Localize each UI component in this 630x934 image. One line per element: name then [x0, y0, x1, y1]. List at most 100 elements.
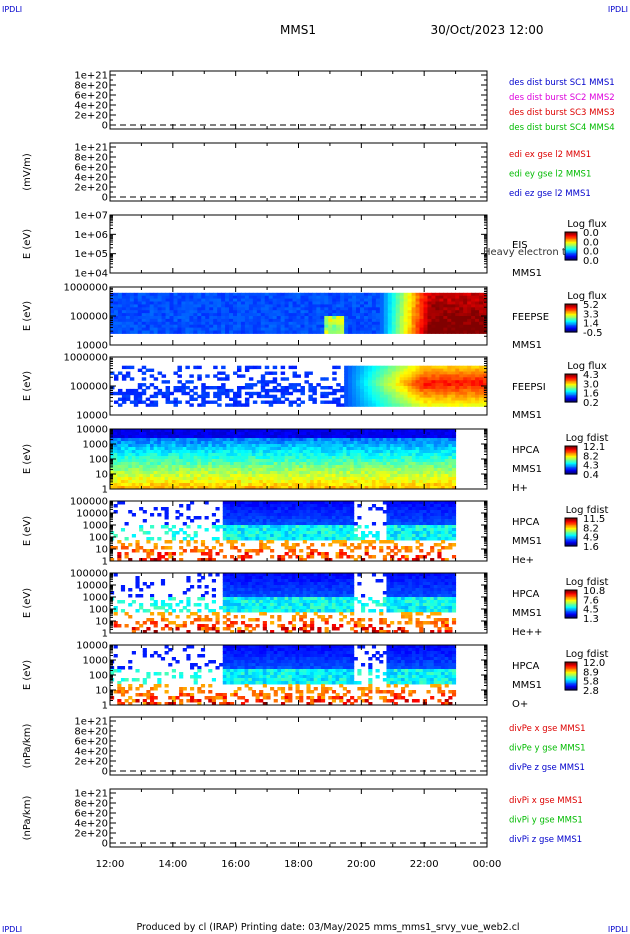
feeps-e-cell	[161, 301, 167, 305]
feeps-i-colorbar-cell	[565, 385, 577, 388]
feeps-e-cell	[375, 318, 381, 323]
hpca-he-cell	[164, 507, 169, 511]
feeps-i-cell	[149, 400, 155, 404]
hpca-he-cell	[226, 516, 231, 520]
hpca-h-cell	[328, 465, 333, 469]
hpca-h-cell	[357, 486, 362, 490]
feeps-e-cell	[340, 330, 345, 334]
feeps-i-cell	[264, 400, 270, 404]
hpca-h-cell	[240, 471, 246, 475]
feeps-e-cell	[149, 295, 155, 300]
hpca-h-cell	[437, 477, 442, 481]
hpca-h-cell	[368, 444, 373, 448]
edi-frame	[109, 142, 488, 202]
hpca-h-cell	[302, 441, 307, 445]
hpca-h-cell	[430, 441, 435, 445]
hpca-h-cell	[233, 450, 238, 454]
feeps-i-cell	[431, 403, 436, 407]
hpca-h-cell	[211, 459, 216, 463]
feeps-e-cell	[272, 301, 278, 305]
hpca-h-cell	[411, 471, 417, 475]
feeps-i-cell	[387, 377, 393, 381]
hpca-h-cell	[422, 456, 427, 460]
hpca-h-cell	[415, 462, 420, 466]
feeps-e-cell	[217, 307, 222, 311]
hpca-h-cell	[390, 456, 395, 460]
hpca-h-cell	[361, 459, 366, 463]
hpca-h-cell	[451, 450, 457, 454]
hpca-h-cell	[197, 468, 202, 472]
hpca-h-cell	[200, 477, 206, 481]
feeps-i-cell	[161, 394, 167, 399]
feeps-i-cell	[344, 368, 349, 372]
hpca-h-cell	[266, 486, 271, 490]
hpca-h-cell	[382, 447, 387, 451]
hpca-h-cell	[357, 459, 362, 463]
feeps-i-cell	[467, 371, 472, 375]
hpca-h-cell	[379, 429, 384, 433]
hpca-h-cell	[142, 444, 147, 448]
hpca-h-cell	[120, 432, 126, 436]
feeps-e-cell	[129, 324, 135, 329]
hpca-h-cell	[240, 453, 246, 457]
feeps-e-name-label: FEEPSE	[512, 312, 549, 323]
feeps-i-cell	[221, 383, 226, 387]
hpca-h-cell	[208, 471, 213, 475]
feeps-e-cell	[189, 298, 194, 302]
feeps-e-cell	[352, 304, 357, 308]
hpca-h-cell	[222, 471, 227, 475]
hpca-h-cell	[230, 441, 235, 445]
hpca-he-cell	[135, 549, 140, 553]
hpca-he-cell	[226, 525, 231, 529]
hpca-h-cell	[393, 444, 398, 448]
feeps-e-cell	[471, 307, 476, 311]
hpca-he-cell	[222, 507, 227, 511]
hpca-h-cell	[179, 438, 184, 442]
hpca-he-cell	[186, 525, 191, 529]
feeps-i-cell	[483, 377, 488, 381]
feeps-e-cell	[110, 292, 115, 297]
feeps-i-cell	[367, 403, 373, 407]
feeps-i-cell	[447, 368, 452, 372]
hpca-h-cell	[164, 468, 169, 472]
feeps-i-cell	[415, 365, 421, 370]
feeps-e-cell	[244, 292, 250, 297]
feeps-e-cell	[352, 292, 357, 297]
feeps-e-cell	[165, 321, 171, 326]
feeps-e-cell	[264, 292, 270, 297]
feeps-e-cell	[153, 295, 159, 300]
hpca-h-cell	[113, 450, 118, 454]
feeps-e-cell	[304, 318, 309, 323]
feeps-i-cell	[165, 397, 171, 401]
hpca-h-cell	[150, 477, 155, 481]
feeps-i-cell	[387, 380, 393, 384]
hpca-h-cell	[222, 450, 227, 454]
feeps-i-cell	[459, 374, 464, 378]
hpca-h-cell	[390, 477, 395, 481]
feeps-e-cell	[320, 310, 325, 314]
hpca-h-cell	[284, 462, 289, 466]
hpca-he-cell	[113, 534, 118, 538]
hpca-h-cell	[262, 459, 267, 463]
hpca-h-cell	[335, 444, 340, 448]
hpca-h-cell	[175, 465, 180, 469]
hpca-h-cell	[113, 447, 118, 451]
hpca-he-cell	[211, 522, 216, 526]
hpca-h-cell	[139, 456, 144, 460]
hpca-h-cell	[200, 432, 206, 436]
feeps-i-cell	[300, 400, 305, 404]
feeps-e-cell	[411, 307, 417, 311]
feeps-i-cell	[213, 391, 218, 396]
hpca-h-cell	[262, 480, 267, 484]
feeps-e-cell	[110, 310, 115, 314]
feeps-e-cell	[320, 316, 325, 320]
hpca-h-cell	[222, 480, 227, 484]
feeps-e-cell	[363, 310, 369, 314]
hpca-h-cell	[291, 438, 297, 442]
feeps-i-cell	[336, 365, 341, 370]
feeps-e-cell	[391, 321, 397, 326]
feeps-i-cell	[236, 368, 242, 372]
feeps-i-cell	[201, 386, 206, 390]
hpca-h-cell	[371, 474, 377, 478]
feeps-e-cell	[391, 310, 397, 314]
